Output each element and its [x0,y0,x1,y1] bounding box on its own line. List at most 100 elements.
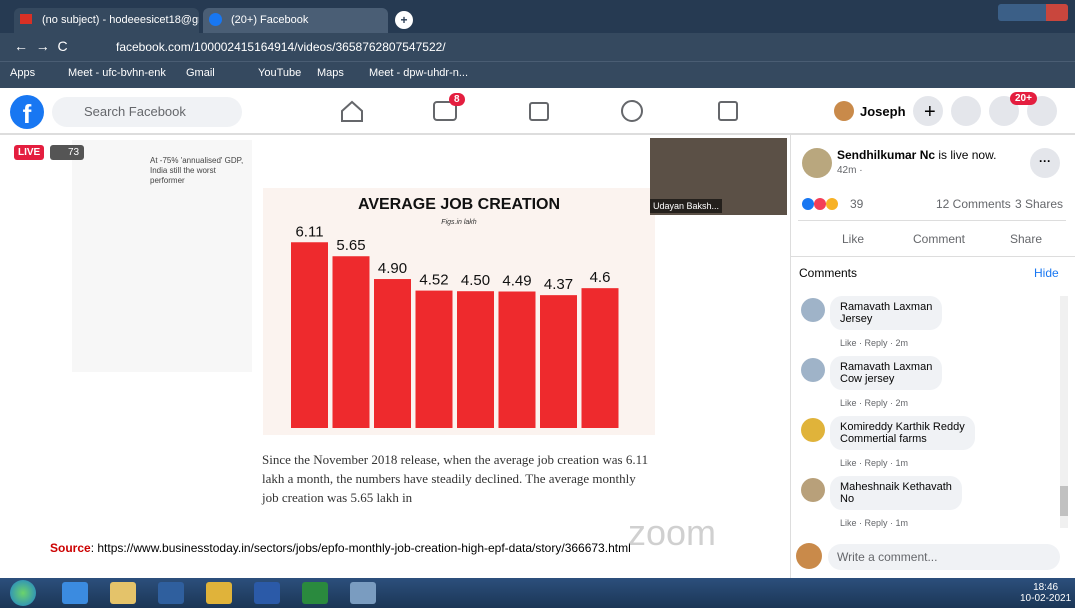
source-label: Source [50,541,91,555]
comment-meta[interactable]: Like · Reply · 1m [840,518,908,528]
bookmark[interactable]: Gmail [186,67,215,79]
word-icon[interactable] [254,582,280,604]
scrollbar[interactable] [1060,296,1068,528]
commenter-avatar[interactable] [801,418,825,442]
commenter-name[interactable]: Ramavath Laxman [840,301,932,313]
bar [291,242,328,428]
live-badge: LIVE [14,145,44,160]
bar [374,279,411,428]
live-status: is live now. [938,148,996,162]
close-button[interactable] [1046,4,1068,21]
commenter-avatar[interactable] [801,478,825,502]
x-tick-label: Dec'18 [338,434,364,435]
gmail-icon [20,14,32,24]
comment-text: Commertial farms [840,433,965,445]
bookmark[interactable]: Meet - ufc-bvhn-enk [68,67,166,79]
comment-meta[interactable]: Like · Reply · 2m [840,338,908,348]
comment-meta[interactable]: Like · Reply · 1m [840,458,908,468]
commenter-name[interactable]: Ramavath Laxman [840,361,932,373]
author-avatar[interactable] [802,148,832,178]
hide-link[interactable]: Hide [1034,266,1059,280]
screen: { "browser": { "tabs": ["(no subject) - … [0,0,1075,608]
facebook-icon [209,13,222,26]
notification-badge: 20+ [1010,92,1037,105]
comment-row: Ramavath LaxmanCow jersey Like · Reply · … [798,356,1053,412]
commenter-name[interactable]: Komireddy Karthik Reddy [840,421,965,433]
bookmark[interactable]: YouTube [258,67,301,79]
comment-meta[interactable]: Like · Reply · 2m [840,398,908,408]
x-tick-label: Mar'19 [461,434,490,435]
commenter-avatar[interactable] [801,298,825,322]
user-avatar[interactable] [834,101,854,121]
explorer-icon[interactable] [110,582,136,604]
source-url: : https://www.businesstoday.in/sectors/j… [91,541,631,555]
camera-name: Udayan Baksh... [650,199,722,213]
bar [416,291,453,428]
source-line: Source: https://www.businesstoday.in/sec… [50,541,631,555]
value-label: 6.11 [295,223,323,240]
gaming-icon[interactable] [719,102,737,120]
commenter-avatar[interactable] [801,358,825,382]
marketplace-icon[interactable] [530,103,548,120]
commenter-name[interactable]: Maheshnaik Kethavath [840,481,952,493]
value-label: 4.52 [419,272,448,289]
bar [499,292,536,428]
messenger-button[interactable] [951,96,981,126]
chrome-icon[interactable] [206,582,232,604]
comment-text: Jersey [840,313,932,325]
comment-action[interactable]: Comment [913,232,965,246]
comment-input[interactable]: Write a comment... [828,544,1060,570]
media-icon[interactable] [158,582,184,604]
new-tab-button[interactable]: + [395,11,413,29]
divider [790,256,1075,257]
bar-chart: 6.11Nov'185.65Dec'184.90Jan'194.52Feb'19… [263,188,655,435]
comment-row: Maheshnaik KethavathNoLike · Reply · 1m [798,476,1053,532]
divider [798,220,1066,221]
value-label: 4.6 [590,269,611,286]
bar [540,295,577,428]
bookmark[interactable]: Apps [10,67,35,79]
author-name[interactable]: Sendhilkumar Nc [837,148,935,162]
video-badge: 8 [449,93,465,106]
ie-icon[interactable] [62,582,88,604]
x-tick-label: Jun'19 [587,434,614,435]
paint-icon[interactable] [350,582,376,604]
x-tick-label: Feb'19 [421,434,447,435]
more-button[interactable]: ··· [1030,148,1060,178]
value-label: 4.37 [544,276,573,293]
article-paragraph: Since the November 2018 release, when th… [262,450,652,507]
share-action[interactable]: Share [1010,232,1042,246]
url[interactable]: facebook.com/100002415164914/videos/3658… [96,37,936,57]
home-icon[interactable] [342,102,362,121]
reaction-icons [802,198,842,210]
value-label: 4.49 [502,273,531,290]
groups-icon[interactable] [622,101,642,121]
viewer-count: 73 [50,145,84,160]
value-label: 4.90 [378,260,407,277]
nav-buttons[interactable]: ← → C [14,38,68,54]
bookmark[interactable]: Maps [317,67,344,79]
excel-icon[interactable] [302,582,328,604]
side-note: At -75% 'annualised' GDP, India still th… [150,156,245,186]
my-avatar [796,543,822,569]
start-button[interactable] [10,580,36,606]
value-label: 5.65 [336,237,365,254]
clock-time: 18:46 [1020,582,1071,593]
reaction-count[interactable]: 39 [850,197,863,211]
bar [582,288,619,428]
comments-heading: Comments [799,266,857,280]
tab[interactable]: (20+) Facebook [203,8,388,33]
post-header: Sendhilkumar Nc is live now. [837,148,996,162]
tab[interactable]: (no subject) - hodeeesicet18@gr [14,8,199,33]
comments-count[interactable]: 12 Comments [936,197,1011,211]
like-action[interactable]: Like [842,232,864,246]
shares-count[interactable]: 3 Shares [1015,197,1063,211]
x-tick-label: Apr'19 [504,434,532,435]
user-name[interactable]: Joseph [860,104,906,119]
bookmark[interactable]: Meet - dpw-uhdr-n... [369,67,468,79]
